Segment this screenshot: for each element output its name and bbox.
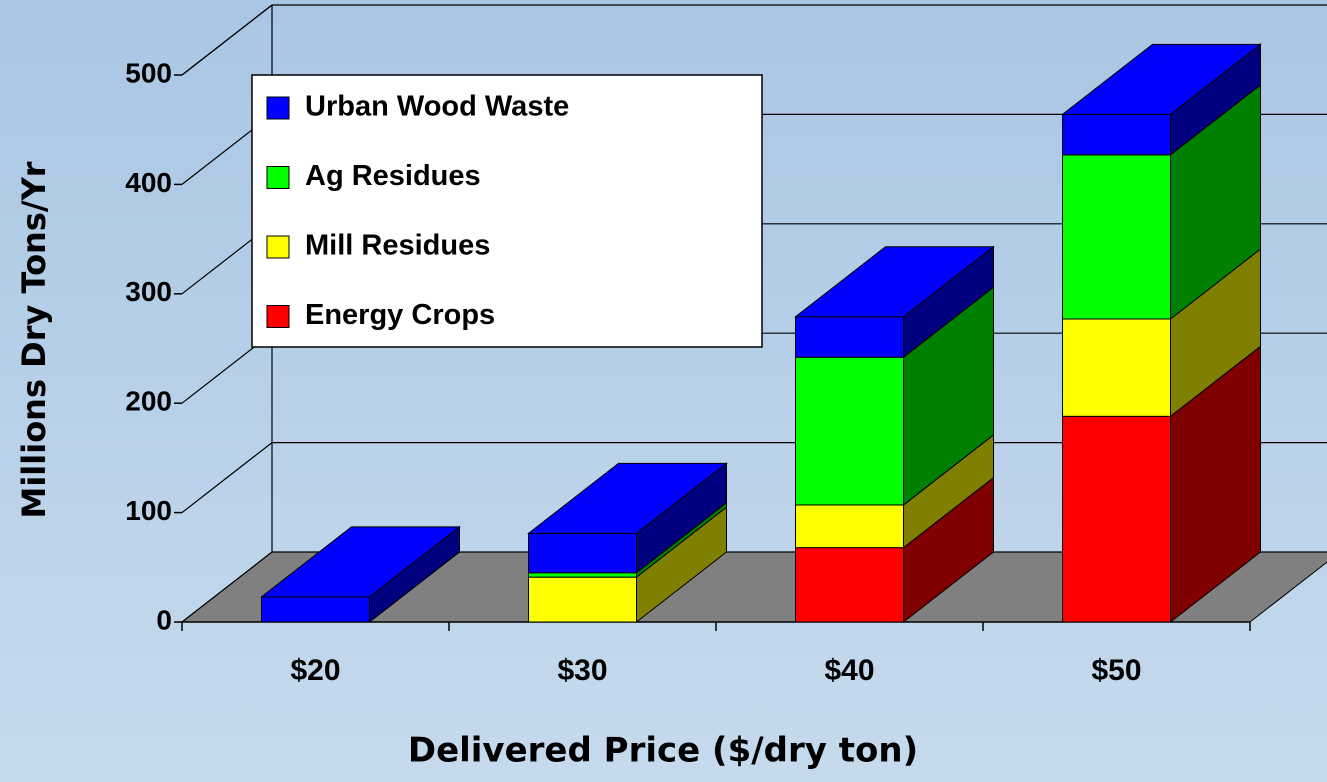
y-tick-label: 0 [156,604,172,635]
x-tick-label: $50 [1091,654,1141,687]
x-tick-label: $40 [824,654,874,687]
y-tick-label: 200 [125,386,172,417]
x-axis-title: Delivered Price ($/dry ton) [408,731,918,771]
y-tick-label: 100 [125,495,172,526]
bar [795,547,904,623]
grid-line [181,442,273,514]
bar [261,596,370,623]
bar [1062,415,1171,623]
bar-top [260,526,461,598]
legend-swatch [266,235,290,259]
bar [528,532,637,574]
bar [1062,318,1171,417]
y-tick-label: 400 [125,167,172,198]
bar [1062,113,1171,156]
y-tick-label: 500 [125,57,172,88]
bar-top [527,462,728,534]
bar [795,504,904,549]
legend-label: Urban Wood Waste [305,91,569,123]
legend [251,74,763,348]
legend-label: Energy Crops [305,299,495,331]
grid-line [181,551,273,623]
bar-top [1061,43,1262,115]
bar-top [794,246,995,318]
x-tick-label: $30 [557,654,607,687]
y-axis-title: Millions Dry Tons/Yr [15,161,53,518]
legend-swatch [266,305,290,328]
legend-swatch [266,166,290,189]
bar [795,316,904,358]
bar [528,576,637,623]
bar [1062,154,1171,320]
legend-label: Mill Residues [305,230,490,262]
grid-line [181,4,273,76]
y-tick-label: 300 [125,276,172,307]
x-tick-label: $20 [290,654,340,687]
bar [528,572,637,578]
legend-swatch [266,96,290,120]
legend-label: Ag Residues [305,160,481,192]
bar [795,356,904,506]
